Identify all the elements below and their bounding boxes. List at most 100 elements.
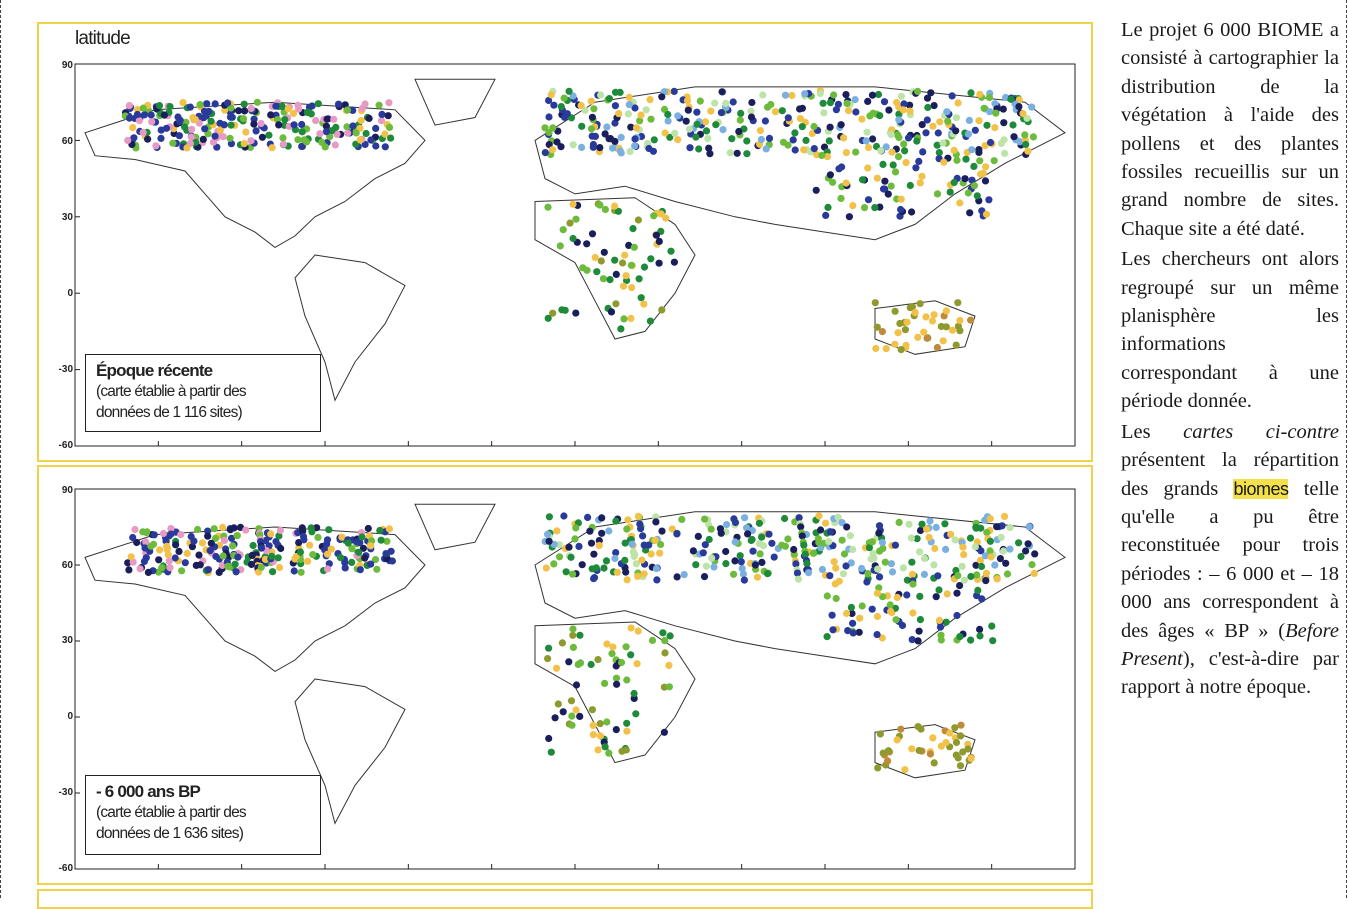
site-dot xyxy=(731,518,740,527)
site-dot xyxy=(307,524,315,532)
site-dot xyxy=(212,552,220,561)
site-dot xyxy=(600,564,608,572)
site-dot xyxy=(743,524,751,532)
site-dot xyxy=(312,117,320,125)
site-dot xyxy=(652,564,661,573)
site-dot xyxy=(590,550,598,558)
site-dot xyxy=(986,108,994,116)
site-dot xyxy=(887,607,895,615)
site-dot xyxy=(858,564,866,573)
site-dot xyxy=(367,542,375,550)
site-dot xyxy=(830,558,838,566)
site-dot xyxy=(920,570,929,578)
site-dot xyxy=(277,544,285,553)
site-dot xyxy=(612,517,620,525)
site-dot xyxy=(650,136,658,144)
site-dot xyxy=(733,149,741,157)
site-dot xyxy=(375,101,383,109)
site-dot xyxy=(743,150,751,158)
site-dot xyxy=(194,525,202,534)
site-dot xyxy=(770,553,778,561)
site-dot xyxy=(313,524,321,532)
site-dot xyxy=(903,318,911,326)
site-dot xyxy=(637,525,645,533)
site-dot xyxy=(900,100,908,108)
site-dot xyxy=(162,124,171,132)
site-dot xyxy=(832,564,840,572)
site-dot xyxy=(142,554,150,562)
site-dot xyxy=(968,176,976,184)
site-dot xyxy=(1017,552,1025,561)
site-dot xyxy=(722,547,730,556)
site-dot xyxy=(638,556,646,564)
site-dot xyxy=(541,124,549,132)
site-dot xyxy=(876,112,884,120)
site-dot xyxy=(918,172,926,180)
site-dot xyxy=(216,126,225,134)
site-dot xyxy=(569,234,577,243)
site-dot xyxy=(906,107,914,115)
site-dot xyxy=(549,124,557,132)
site-dot xyxy=(830,91,838,99)
page-frame-left xyxy=(0,0,2,898)
site-dot xyxy=(923,525,931,533)
site-dot xyxy=(731,557,739,565)
site-dot xyxy=(983,528,991,537)
site-dot xyxy=(923,94,932,102)
tick-label: 60 xyxy=(61,560,73,571)
site-dot xyxy=(544,530,552,538)
paragraph: Le projet 6 000 BIOME a consisté à carto… xyxy=(1121,19,1339,240)
tick-label: 90 xyxy=(61,60,73,71)
site-dot xyxy=(356,136,364,144)
site-dot xyxy=(977,562,986,571)
site-dot xyxy=(275,121,283,129)
site-dot xyxy=(722,99,730,107)
site-dot xyxy=(240,100,248,108)
site-dot xyxy=(784,141,792,149)
site-dot xyxy=(343,123,351,131)
site-dot xyxy=(233,532,241,540)
site-dot xyxy=(597,257,605,265)
site-dot xyxy=(849,629,857,637)
site-dot xyxy=(229,542,237,550)
site-dot xyxy=(927,89,935,97)
site-dot xyxy=(972,523,980,531)
site-dot xyxy=(364,524,372,533)
site-dot xyxy=(916,616,925,624)
site-dot xyxy=(979,169,987,177)
site-dot xyxy=(902,159,910,167)
site-dot xyxy=(860,204,869,212)
site-dot xyxy=(844,107,853,115)
site-dot xyxy=(916,179,924,187)
site-dot xyxy=(275,532,283,540)
site-dot xyxy=(982,569,991,577)
site-dot xyxy=(914,87,922,95)
site-dot xyxy=(269,568,277,576)
site-dot xyxy=(838,519,846,527)
site-dot xyxy=(623,676,631,684)
site-dot xyxy=(177,531,185,539)
site-dot xyxy=(175,132,183,140)
site-dot xyxy=(970,182,979,190)
site-dot xyxy=(356,566,364,574)
site-dot xyxy=(209,138,218,146)
site-dot xyxy=(625,241,633,249)
site-dot xyxy=(587,539,596,547)
site-dot xyxy=(167,525,175,533)
site-dot xyxy=(186,103,194,111)
site-dot xyxy=(621,556,629,564)
site-dot xyxy=(232,568,240,576)
site-dot xyxy=(930,759,938,767)
site-dot xyxy=(930,311,938,319)
site-dot xyxy=(951,536,959,544)
map-caption: - 6 000 ans BP (carte établie à partir d… xyxy=(85,775,321,855)
site-dot xyxy=(964,130,973,138)
site-dot xyxy=(1025,523,1033,531)
site-dot xyxy=(603,640,611,648)
site-dot xyxy=(133,110,141,119)
site-dot xyxy=(961,175,969,183)
site-dot xyxy=(915,746,923,755)
site-dot xyxy=(913,535,921,543)
site-dot xyxy=(188,125,196,133)
site-dot xyxy=(889,161,897,169)
